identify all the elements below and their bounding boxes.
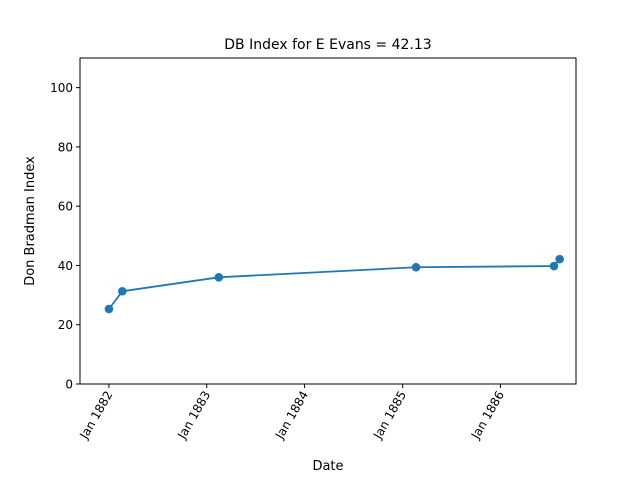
y-tick-label: 100 [50,81,73,95]
x-axis-label: Date [312,459,343,474]
x-tick-label: Jan 1883 [174,389,213,443]
x-tick-label: Jan 1885 [370,389,409,443]
data-point [104,304,114,314]
y-axis: 0 20 40 60 80 100 [50,81,80,392]
y-tick-label: 20 [58,318,73,332]
y-axis-label: Don Bradman Index [23,156,38,286]
y-tick-label: 0 [65,378,73,392]
plot-area [104,254,564,314]
x-tick-label: Jan 1886 [468,389,507,443]
data-point [118,286,127,296]
y-tick-label: 80 [58,140,73,154]
series-line [108,258,561,310]
x-tick-label: Jan 1884 [272,389,311,443]
chart-title: DB Index for E Evans = 42.13 [224,37,431,53]
plot-frame [79,57,577,385]
data-point [411,262,421,272]
data-point [214,273,224,282]
x-tick-label: Jan 1882 [76,389,115,443]
x-axis: Jan 1882 Jan 1883 Jan 1884 Jan 1885 Jan 1886 [76,384,507,442]
data-point [555,254,564,264]
data-point [549,261,559,271]
y-tick-label: 40 [58,259,73,273]
y-tick-label: 60 [58,200,73,214]
